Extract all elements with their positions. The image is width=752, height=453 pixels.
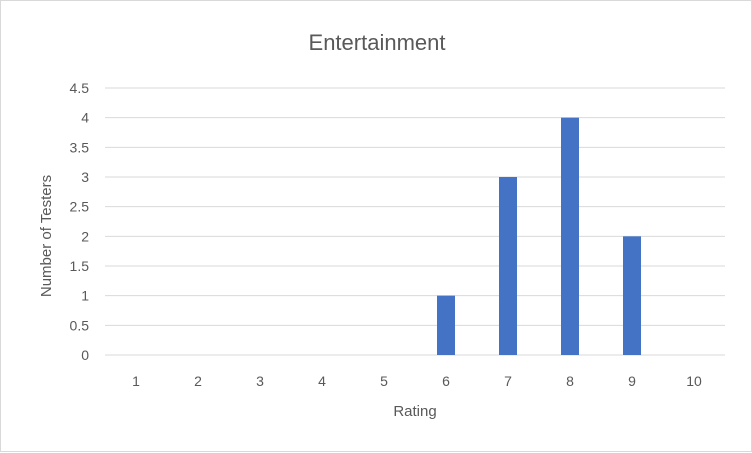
x-tick-label: 4 <box>318 373 326 389</box>
y-tick-label: 2 <box>81 228 89 244</box>
x-tick-label: 7 <box>504 373 512 389</box>
bar-rating-8 <box>561 117 579 356</box>
x-tick-label: 10 <box>686 373 702 389</box>
y-tick-label: 0.5 <box>70 317 90 333</box>
bar-rating-7 <box>499 177 517 355</box>
bar-rating-6 <box>437 295 455 355</box>
bar-rating-9 <box>623 236 641 355</box>
x-tick-label: 8 <box>566 373 574 389</box>
y-tick-label: 3.5 <box>70 139 90 155</box>
x-tick-label: 9 <box>628 373 636 389</box>
x-axis-label: Rating <box>393 403 436 420</box>
x-tick-label: 5 <box>380 373 388 389</box>
y-tick-label: 4.5 <box>70 80 90 96</box>
bars <box>437 117 641 356</box>
x-tick-label: 6 <box>442 373 450 389</box>
y-tick-label: 1.5 <box>70 258 90 274</box>
x-axis-ticks: 1 2 3 4 5 6 7 8 9 10 <box>132 373 702 389</box>
y-tick-label: 2.5 <box>70 199 90 215</box>
chart-title: Entertainment <box>309 30 446 55</box>
y-axis-label: Number of Testers <box>38 175 55 297</box>
y-tick-label: 4 <box>81 110 89 126</box>
y-tick-label: 3 <box>81 169 89 185</box>
x-tick-label: 1 <box>132 373 140 389</box>
x-tick-label: 2 <box>194 373 202 389</box>
y-axis-ticks: 0 0.5 1 1.5 2 2.5 3 3.5 4 4.5 <box>70 80 90 363</box>
y-tick-label: 1 <box>81 288 89 304</box>
y-tick-label: 0 <box>81 347 89 363</box>
x-tick-label: 3 <box>256 373 264 389</box>
gridlines <box>105 87 725 356</box>
